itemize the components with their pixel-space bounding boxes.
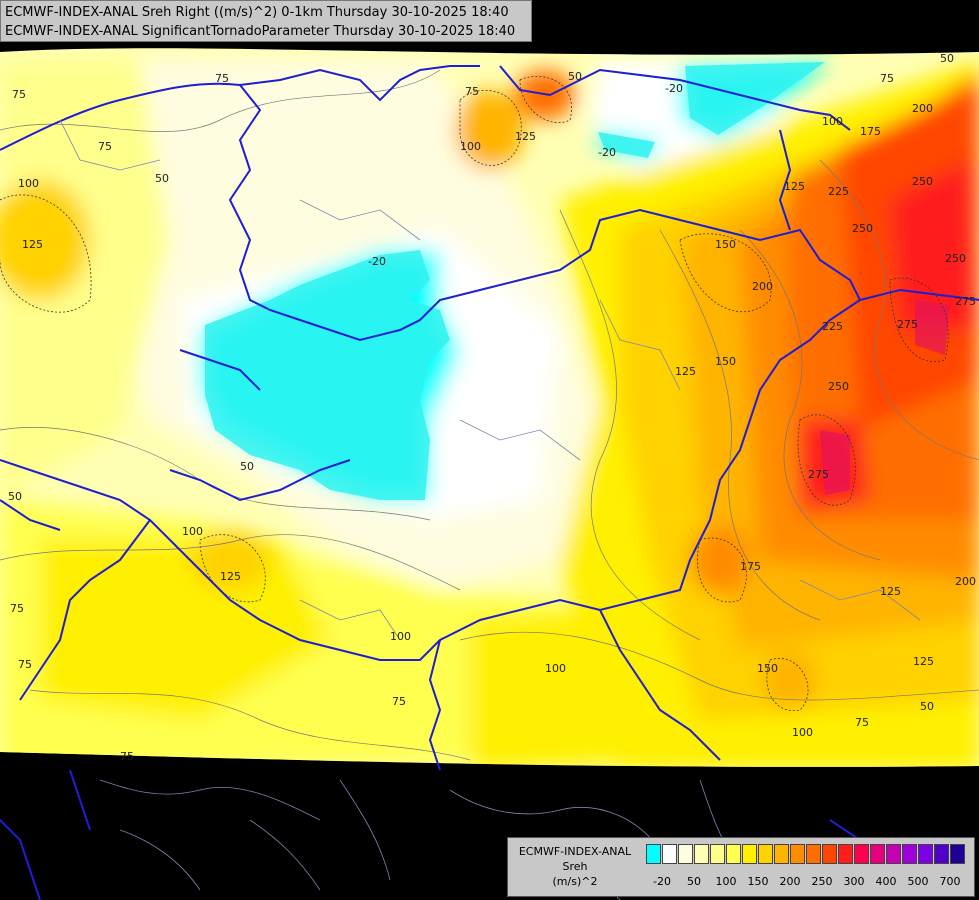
contour-label: 125 <box>675 365 696 378</box>
legend-tick-label: 400 <box>875 875 897 888</box>
contour-label: 225 <box>828 185 849 198</box>
legend-label: ECMWF-INDEX-ANAL Sreh (m/s)^2 <box>510 844 640 889</box>
contour-label: -20 <box>665 82 683 95</box>
legend-swatch <box>662 844 677 864</box>
legend-ticks: -20 50 100 150 200 250 300 400 500 700 <box>646 875 976 891</box>
contour-label: 200 <box>955 575 976 588</box>
contour-label: 100 <box>182 525 203 538</box>
contour-label: 250 <box>852 222 873 235</box>
contour-label: 150 <box>715 238 736 251</box>
contour-label: 125 <box>515 130 536 143</box>
contour-label: 175 <box>740 560 761 573</box>
legend-tick-label: 300 <box>843 875 865 888</box>
legend-swatch <box>854 844 869 864</box>
contour-label: 100 <box>545 662 566 675</box>
contour-label: 75 <box>12 88 26 101</box>
legend-tick-label: 500 <box>907 875 929 888</box>
contour-label: -20 <box>598 146 616 159</box>
contour-label: -20 <box>368 255 386 268</box>
title-sreh: ECMWF-INDEX-ANAL Sreh Right ((m/s)^2) 0-… <box>5 5 509 20</box>
legend-swatch <box>934 844 949 864</box>
legend-swatch <box>678 844 693 864</box>
contour-label: 100 <box>792 726 813 739</box>
contour-label: 75 <box>392 695 406 708</box>
legend-tick-label: -20 <box>653 875 671 888</box>
map-title-panel: ECMWF-INDEX-ANAL Sreh Right ((m/s)^2) 0-… <box>0 0 532 42</box>
legend-swatch <box>758 844 773 864</box>
legend-swatch <box>742 844 757 864</box>
country-borders <box>0 65 979 900</box>
contour-label: 50 <box>920 700 934 713</box>
legend-swatch <box>774 844 789 864</box>
contour-label: 75 <box>880 72 894 85</box>
contour-label: 50 <box>940 52 954 65</box>
contour-label: 100 <box>390 630 411 643</box>
legend-swatch <box>806 844 821 864</box>
legend-swatch <box>790 844 805 864</box>
legend-unit: (m/s)^2 <box>552 875 598 888</box>
contour-label: 75 <box>120 750 134 763</box>
contour-label: 125 <box>22 238 43 251</box>
contour-label: 275 <box>808 468 829 481</box>
legend-parameter: Sreh <box>562 860 588 873</box>
contour-label: 250 <box>945 252 966 265</box>
legend-swatch <box>886 844 901 864</box>
contour-label: 100 <box>460 140 481 153</box>
contour-label: 50 <box>8 490 22 503</box>
legend-swatch <box>950 844 965 864</box>
contour-label: 100 <box>18 177 39 190</box>
legend-tick-label: 100 <box>715 875 737 888</box>
contour-label: 225 <box>822 320 843 333</box>
contour-label: 200 <box>912 102 933 115</box>
contour-label: 75 <box>98 140 112 153</box>
contour-label: 150 <box>757 662 778 675</box>
legend-tick-label: 200 <box>779 875 801 888</box>
contour-label: 150 <box>715 355 736 368</box>
legend-swatch <box>822 844 837 864</box>
contour-label: 175 <box>860 125 881 138</box>
contour-label: 275 <box>897 318 918 331</box>
legend-model: ECMWF-INDEX-ANAL <box>518 845 632 858</box>
legend-swatch <box>870 844 885 864</box>
contour-label: 125 <box>220 570 241 583</box>
contour-label: 75 <box>18 658 32 671</box>
stp-contours <box>0 76 949 712</box>
legend-swatches <box>646 844 966 864</box>
contour-label: 125 <box>913 655 934 668</box>
contour-label: 50 <box>155 172 169 185</box>
filled-contours <box>0 48 979 767</box>
legend-tick-label: 250 <box>811 875 833 888</box>
contour-label: 75 <box>465 85 479 98</box>
contour-label: 125 <box>784 180 805 193</box>
contour-label: 200 <box>752 280 773 293</box>
legend-tick-label: 50 <box>687 875 701 888</box>
legend-swatch <box>838 844 853 864</box>
legend-swatch <box>710 844 725 864</box>
legend-tick-label: 150 <box>747 875 769 888</box>
contour-label: 75 <box>10 602 24 615</box>
legend-swatch <box>918 844 933 864</box>
contour-label: 125 <box>880 585 901 598</box>
legend-tick-label: 700 <box>939 875 961 888</box>
contour-label: 250 <box>912 175 933 188</box>
contour-label: 100 <box>822 115 843 128</box>
legend-swatch <box>694 844 709 864</box>
legend-swatch <box>646 844 661 864</box>
contour-value-labels: 75 75 100 125 75 50 75 100 125 50 -20 -2… <box>8 52 976 763</box>
color-legend: ECMWF-INDEX-ANAL Sreh (m/s)^2 -20 50 100 15… <box>507 837 975 897</box>
contour-label: 50 <box>568 70 582 83</box>
contour-label: 50 <box>240 460 254 473</box>
title-stp: ECMWF-INDEX-ANAL SignificantTornadoParam… <box>5 24 516 39</box>
contour-label: 250 <box>828 380 849 393</box>
contour-label: 75 <box>855 716 869 729</box>
contour-label: 275 <box>955 295 976 308</box>
legend-swatch <box>902 844 917 864</box>
legend-swatch <box>726 844 741 864</box>
contour-label: 75 <box>215 72 229 85</box>
